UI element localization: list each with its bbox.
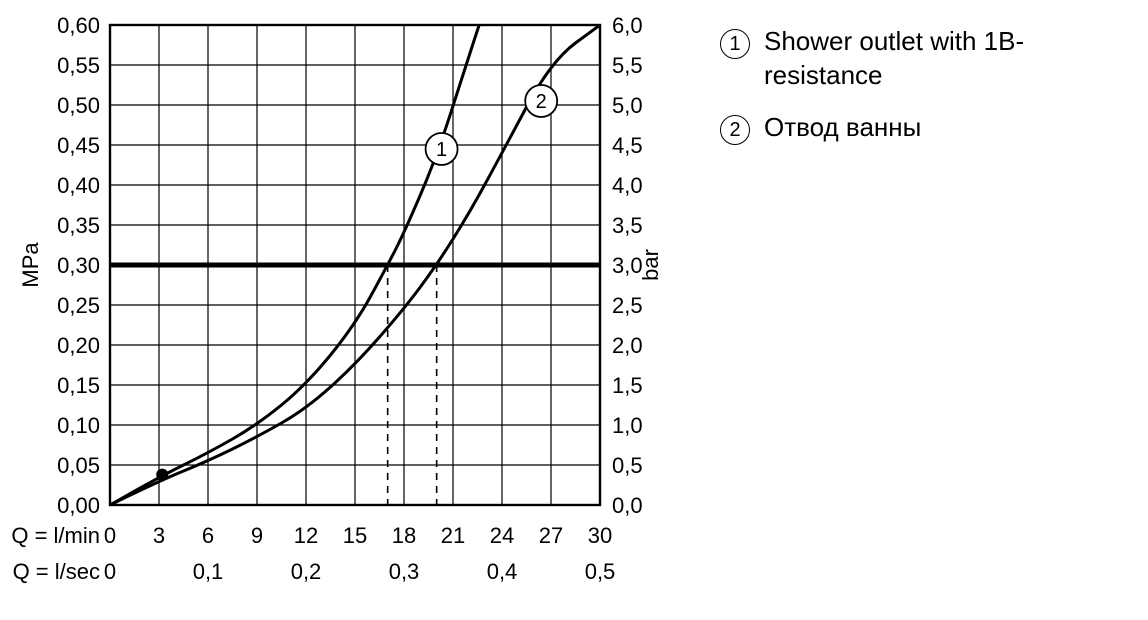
svg-text:0,60: 0,60 xyxy=(57,13,100,38)
svg-text:0,2: 0,2 xyxy=(291,559,322,584)
svg-text:9: 9 xyxy=(251,523,263,548)
svg-text:0,30: 0,30 xyxy=(57,253,100,278)
svg-text:0,5: 0,5 xyxy=(585,559,616,584)
svg-text:5,5: 5,5 xyxy=(612,53,643,78)
svg-text:2: 2 xyxy=(536,91,547,113)
svg-text:MPa: MPa xyxy=(18,242,43,288)
svg-text:0,5: 0,5 xyxy=(612,453,643,478)
svg-text:27: 27 xyxy=(539,523,563,548)
svg-text:0,35: 0,35 xyxy=(57,213,100,238)
svg-text:0,3: 0,3 xyxy=(389,559,420,584)
svg-text:0,25: 0,25 xyxy=(57,293,100,318)
svg-text:4,0: 4,0 xyxy=(612,173,643,198)
svg-text:15: 15 xyxy=(343,523,367,548)
svg-text:0,15: 0,15 xyxy=(57,373,100,398)
pressure-flow-chart: 120,000,050,100,150,200,250,300,350,400,… xyxy=(0,0,700,620)
svg-text:1,0: 1,0 xyxy=(612,413,643,438)
svg-text:0,55: 0,55 xyxy=(57,53,100,78)
svg-text:0: 0 xyxy=(104,559,116,584)
svg-text:5,0: 5,0 xyxy=(612,93,643,118)
svg-text:0,4: 0,4 xyxy=(487,559,518,584)
legend-item: 1 Shower outlet with 1B-resistance xyxy=(720,25,1120,93)
svg-text:30: 30 xyxy=(588,523,612,548)
svg-text:21: 21 xyxy=(441,523,465,548)
svg-text:6: 6 xyxy=(202,523,214,548)
svg-text:4,5: 4,5 xyxy=(612,133,643,158)
svg-text:0,00: 0,00 xyxy=(57,493,100,518)
svg-text:Q = l/min: Q = l/min xyxy=(11,523,100,548)
legend-item: 2 Отвод ванны xyxy=(720,111,1120,145)
svg-text:0,0: 0,0 xyxy=(612,493,643,518)
legend-badge-1: 1 xyxy=(720,29,750,59)
legend-badge-2: 2 xyxy=(720,115,750,145)
svg-text:0,50: 0,50 xyxy=(57,93,100,118)
legend-text-2: Отвод ванны xyxy=(764,111,1120,145)
svg-text:18: 18 xyxy=(392,523,416,548)
svg-text:12: 12 xyxy=(294,523,318,548)
svg-text:0,05: 0,05 xyxy=(57,453,100,478)
svg-text:bar: bar xyxy=(638,249,663,281)
svg-text:1,5: 1,5 xyxy=(612,373,643,398)
svg-text:2,0: 2,0 xyxy=(612,333,643,358)
svg-text:0,10: 0,10 xyxy=(57,413,100,438)
svg-text:24: 24 xyxy=(490,523,514,548)
svg-text:6,0: 6,0 xyxy=(612,13,643,38)
legend-text-1: Shower outlet with 1B-resistance xyxy=(764,25,1120,93)
svg-text:3,5: 3,5 xyxy=(612,213,643,238)
svg-text:0,1: 0,1 xyxy=(193,559,224,584)
svg-text:1: 1 xyxy=(436,139,447,161)
svg-text:0,20: 0,20 xyxy=(57,333,100,358)
svg-text:0,45: 0,45 xyxy=(57,133,100,158)
svg-text:3: 3 xyxy=(153,523,165,548)
svg-text:0,40: 0,40 xyxy=(57,173,100,198)
legend: 1 Shower outlet with 1B-resistance 2 Отв… xyxy=(720,25,1120,163)
svg-text:0: 0 xyxy=(104,523,116,548)
svg-text:Q = l/sec: Q = l/sec xyxy=(13,559,100,584)
svg-text:2,5: 2,5 xyxy=(612,293,643,318)
